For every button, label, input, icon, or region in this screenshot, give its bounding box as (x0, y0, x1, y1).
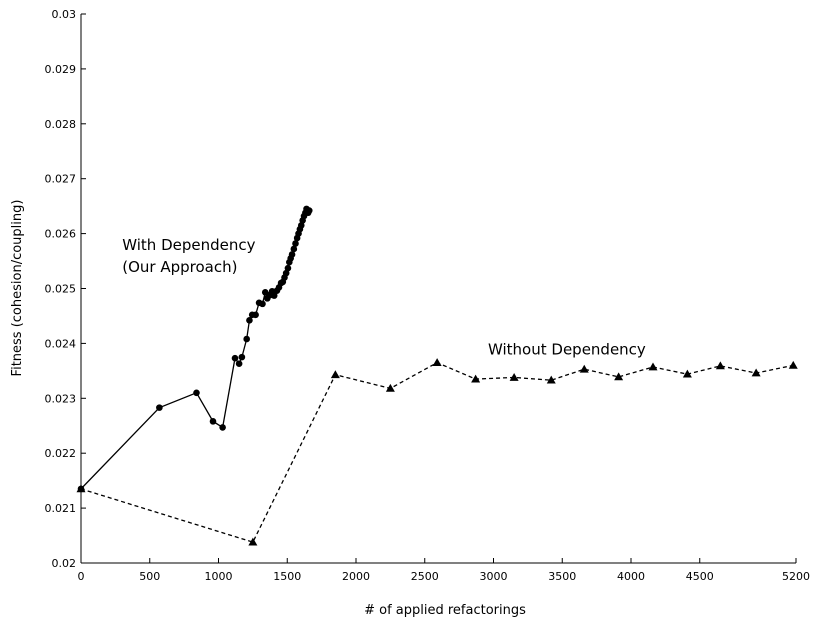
data-point (292, 240, 299, 247)
x-tick-label: 2000 (342, 570, 370, 583)
x-tick-label: 4000 (617, 570, 645, 583)
x-tick-label: 4500 (686, 570, 714, 583)
data-point (219, 424, 226, 431)
data-point (751, 368, 761, 377)
x-tick-label: 0 (78, 570, 85, 583)
data-point (715, 361, 725, 370)
y-tick-label: 0.029 (45, 63, 77, 76)
x-tick-label: 3000 (480, 570, 508, 583)
data-point (261, 289, 269, 296)
data-point (471, 374, 481, 383)
data-point (235, 360, 243, 368)
series-with-dependency (77, 205, 313, 493)
data-point (238, 353, 246, 361)
y-tick-label: 0.026 (45, 228, 77, 241)
y-tick-label: 0.03 (52, 8, 77, 21)
data-point (509, 372, 519, 381)
data-point (209, 418, 217, 425)
data-point (284, 264, 292, 272)
data-point (648, 362, 658, 371)
data-point (297, 222, 305, 229)
data-point (546, 375, 556, 384)
data-point (243, 335, 250, 343)
data-point (288, 251, 296, 258)
data-point (290, 245, 298, 253)
series-layer (76, 205, 798, 546)
y-tick-label: 0.025 (45, 283, 77, 296)
series-without-dependency (76, 358, 798, 546)
y-axis-title: Fitness (cohesion/coupling) (10, 200, 25, 377)
data-point (156, 404, 163, 411)
data-point (682, 369, 692, 378)
data-point (252, 311, 259, 319)
data-point (270, 292, 278, 299)
axes: 0.02 0.021 0.022 0.023 0.024 0.025 0.026 0.027 0… (45, 8, 811, 583)
y-tick-label: 0.023 (45, 392, 77, 405)
data-point (76, 484, 86, 493)
y-tick-label: 0.024 (45, 337, 77, 350)
x-tick-label: 500 (139, 570, 160, 583)
data-point (614, 372, 624, 381)
x-tick-label: 3500 (548, 570, 576, 583)
data-point (432, 358, 442, 366)
x-tick-label: 1500 (273, 570, 301, 583)
data-point (385, 383, 395, 392)
x-tick-label: 5200 (782, 570, 810, 583)
x-tick-label: 2500 (411, 570, 439, 583)
data-point (193, 389, 200, 397)
x-axis-title: # of applied refactorings (364, 603, 526, 618)
y-tick-label: 0.028 (45, 118, 77, 131)
annotations: With Dependency (Our Approach) Without Dep… (122, 236, 646, 358)
data-point (305, 207, 313, 214)
data-point (248, 537, 258, 546)
annotation-label: Without Dependency (488, 340, 646, 358)
data-point (246, 317, 253, 324)
annotation-label: With Dependency (122, 236, 255, 254)
annotation-label: (Our Approach) (122, 258, 237, 276)
data-point (788, 360, 798, 369)
data-point (579, 364, 589, 373)
data-point (231, 354, 239, 362)
y-tick-label: 0.022 (45, 447, 77, 460)
data-point (330, 370, 340, 379)
series-line (80, 361, 794, 543)
data-point (259, 300, 266, 308)
x-tick-label: 1000 (205, 570, 233, 583)
y-tick-label: 0.027 (45, 173, 77, 186)
y-tick-label: 0.021 (45, 502, 77, 515)
y-tick-label: 0.02 (52, 557, 77, 570)
